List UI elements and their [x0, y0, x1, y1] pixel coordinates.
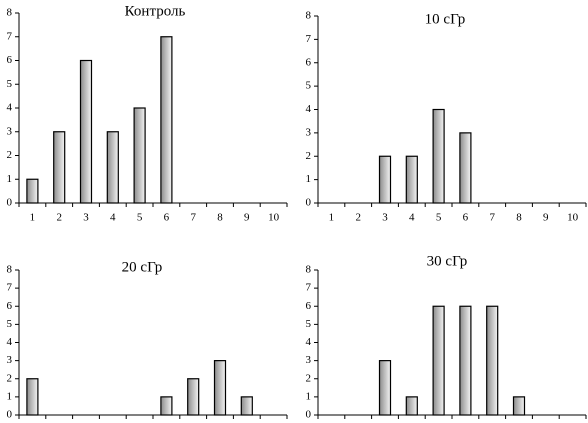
bar — [486, 305, 499, 416]
y-tick-label: 7 — [306, 33, 312, 45]
x-tick-label: 9 — [244, 212, 250, 224]
y-tick-label: 4 — [306, 103, 312, 115]
x-tick-label: 6 — [164, 212, 170, 224]
bar — [79, 59, 93, 204]
x-tick-label: 3 — [382, 212, 388, 224]
x-tick-label: 4 — [110, 212, 116, 224]
y-tick-label: 3 — [306, 354, 312, 366]
bar — [213, 360, 227, 416]
y-tick-label: 1 — [7, 173, 13, 185]
y-tick-label: 0 — [7, 409, 13, 421]
y-tick-label: 6 — [7, 300, 13, 312]
y-tick-label: 2 — [306, 372, 312, 384]
x-tick-label: 5 — [137, 212, 143, 224]
y-tick-label: 4 — [7, 336, 13, 348]
y-tick-label: 8 — [306, 264, 312, 276]
bar — [26, 178, 39, 204]
y-tick-label: 0 — [7, 197, 13, 209]
y-tick-label: 8 — [7, 7, 13, 19]
x-tick-label: 4 — [409, 212, 415, 224]
bar — [378, 360, 392, 416]
y-tick-label: 5 — [306, 318, 312, 330]
x-tick-label: 8 — [217, 212, 223, 224]
y-tick-label: 1 — [306, 390, 312, 402]
y-tick-label: 1 — [7, 390, 13, 402]
x-tick-label: 5 — [436, 212, 442, 224]
x-tick-label: 6 — [463, 212, 469, 224]
y-tick-label: 5 — [306, 80, 312, 92]
x-tick-label: 2 — [355, 212, 361, 224]
y-tick-label: 7 — [7, 282, 13, 294]
x-tick-label: 10 — [567, 212, 579, 224]
bar — [405, 396, 418, 416]
y-tick-label: 1 — [306, 173, 312, 185]
chart-title: 30 сГр — [427, 253, 468, 269]
x-tick-label: 3 — [83, 212, 89, 224]
bar — [160, 396, 173, 416]
y-tick-label: 5 — [7, 78, 13, 90]
bar — [432, 305, 445, 416]
chart-title: 10 сГр — [425, 11, 466, 27]
bar — [405, 155, 418, 204]
bar — [133, 107, 146, 204]
y-tick-label: 4 — [306, 336, 312, 348]
bar — [459, 305, 472, 416]
y-tick-label: 2 — [306, 150, 312, 162]
bar — [160, 36, 173, 204]
y-tick-label: 8 — [306, 10, 312, 22]
bar — [459, 132, 472, 204]
x-tick-label: 8 — [516, 212, 522, 224]
y-tick-label: 0 — [306, 197, 312, 209]
y-tick-label: 5 — [7, 318, 13, 330]
y-tick-label: 6 — [306, 56, 312, 68]
y-tick-label: 3 — [7, 125, 13, 137]
bar — [106, 131, 119, 204]
x-tick-label: 1 — [30, 212, 36, 224]
y-tick-label: 7 — [306, 282, 312, 294]
y-tick-label: 4 — [7, 102, 13, 114]
x-tick-label: 1 — [329, 212, 335, 224]
x-tick-label: 7 — [190, 212, 196, 224]
y-tick-label: 3 — [306, 126, 312, 138]
bar — [432, 108, 445, 204]
bar — [53, 131, 66, 204]
y-tick-label: 2 — [7, 372, 13, 384]
y-tick-label: 7 — [7, 30, 13, 42]
y-tick-label: 0 — [306, 409, 312, 421]
chart-title: Контроль — [125, 3, 186, 19]
x-tick-label: 7 — [489, 212, 495, 224]
y-tick-label: 8 — [7, 264, 13, 276]
bar — [378, 155, 392, 204]
x-tick-label: 2 — [56, 212, 62, 224]
y-tick-label: 2 — [7, 149, 13, 161]
x-tick-label: 9 — [543, 212, 549, 224]
y-tick-label: 6 — [306, 300, 312, 312]
bar — [26, 378, 39, 416]
bar — [240, 396, 253, 416]
y-tick-label: 6 — [7, 54, 13, 66]
x-tick-label: 10 — [268, 212, 280, 224]
bar — [187, 378, 200, 416]
chart-title: 20 сГр — [122, 259, 163, 275]
bar — [512, 396, 526, 416]
y-tick-label: 3 — [7, 354, 13, 366]
